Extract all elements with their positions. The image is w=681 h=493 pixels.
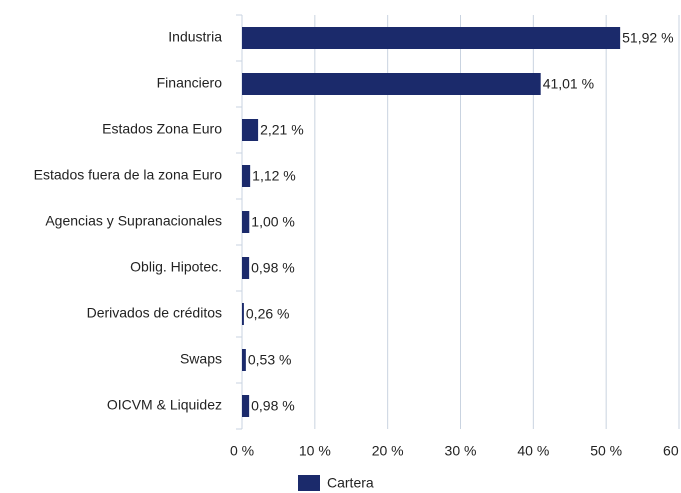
x-tick-label: 50 % [590,443,622,459]
bar [242,349,246,371]
y-tick-label: Swaps [180,351,222,367]
y-tick-label: Industria [168,29,222,45]
value-label: 0,98 % [251,398,295,414]
x-tick-label: 60 % [663,443,681,459]
value-label: 0,53 % [248,352,292,368]
x-tick-label: 30 % [445,443,477,459]
value-label: 51,92 % [622,30,673,46]
legend-swatch [298,475,320,491]
x-tick-label: 0 % [230,443,254,459]
value-label: 1,12 % [252,168,296,184]
x-tick-label: 10 % [299,443,331,459]
bar [242,303,244,325]
bar [242,119,259,141]
y-tick-label: Financiero [157,75,223,91]
y-tick-label: Oblig. Hipotec. [130,259,222,275]
value-label: 1,00 % [251,214,295,230]
x-tick-label: 40 % [517,443,549,459]
bar [242,165,251,187]
bar [242,27,621,49]
value-label: 0,98 % [251,260,295,276]
value-label: 0,26 % [246,306,290,322]
bar [242,395,250,417]
x-tick-label: 20 % [372,443,404,459]
bar [242,211,250,233]
bar [242,73,541,95]
value-label: 2,21 % [260,122,304,138]
legend-label: Cartera [327,475,374,491]
y-tick-label: Derivados de créditos [87,305,222,321]
y-tick-label: OICVM & Liquidez [107,397,222,413]
y-tick-label: Estados fuera de la zona Euro [34,167,223,183]
value-label: 41,01 % [543,76,594,92]
y-tick-label: Estados Zona Euro [102,121,222,137]
bar [242,257,250,279]
y-tick-label: Agencias y Supranacionales [45,213,222,229]
